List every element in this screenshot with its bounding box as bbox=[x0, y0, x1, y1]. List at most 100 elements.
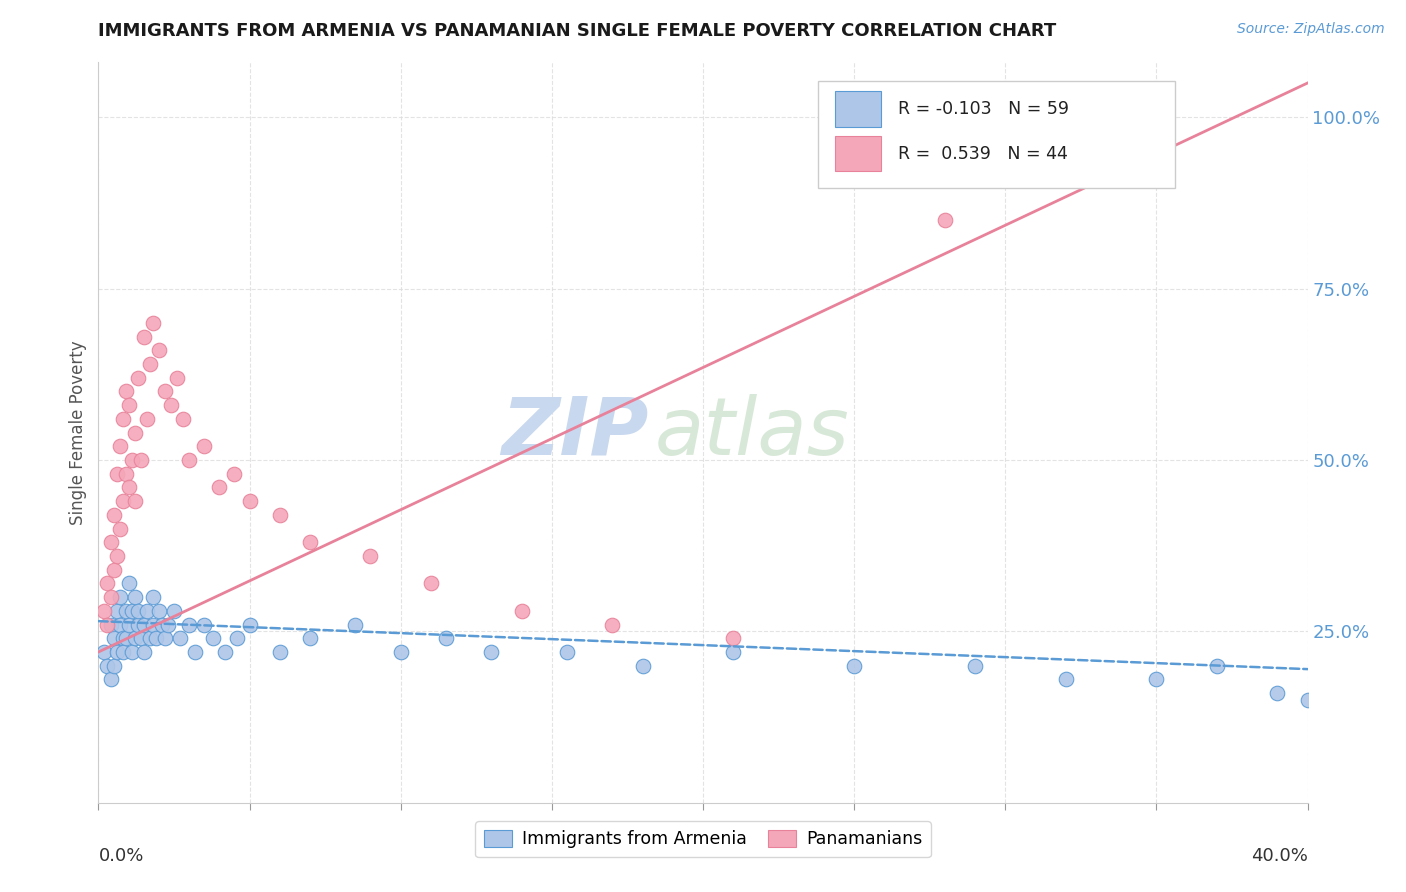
Point bbox=[434, 632, 457, 646]
Point bbox=[965, 658, 987, 673]
Point bbox=[631, 658, 654, 673]
Point bbox=[153, 384, 176, 399]
Point bbox=[139, 357, 162, 371]
Point bbox=[127, 617, 149, 632]
Text: R =  0.539   N = 44: R = 0.539 N = 44 bbox=[897, 145, 1067, 162]
Point bbox=[1296, 693, 1319, 707]
Point bbox=[93, 645, 115, 659]
Point bbox=[602, 617, 624, 632]
Point bbox=[142, 617, 165, 632]
Point bbox=[129, 453, 152, 467]
Point bbox=[124, 590, 146, 604]
Point bbox=[184, 645, 207, 659]
Point bbox=[208, 480, 231, 494]
Point bbox=[118, 480, 141, 494]
Point bbox=[121, 453, 143, 467]
Point bbox=[121, 604, 143, 618]
Point bbox=[389, 645, 412, 659]
Point bbox=[179, 617, 201, 632]
Point bbox=[193, 617, 215, 632]
Point bbox=[100, 535, 122, 549]
Point bbox=[145, 632, 167, 646]
Point bbox=[226, 632, 249, 646]
Point bbox=[269, 508, 291, 522]
Point bbox=[118, 398, 141, 412]
Text: atlas: atlas bbox=[655, 393, 849, 472]
Point bbox=[114, 467, 136, 481]
Point bbox=[124, 494, 146, 508]
Point bbox=[96, 658, 118, 673]
Point bbox=[934, 213, 956, 227]
Point bbox=[142, 316, 165, 330]
Bar bbox=[835, 136, 880, 171]
Point bbox=[269, 645, 291, 659]
Point bbox=[202, 632, 225, 646]
Point bbox=[299, 632, 322, 646]
Point bbox=[142, 590, 165, 604]
Point bbox=[299, 535, 322, 549]
Point bbox=[114, 604, 136, 618]
Point bbox=[360, 549, 382, 563]
Point bbox=[105, 604, 128, 618]
Y-axis label: Single Female Poverty: Single Female Poverty bbox=[69, 341, 87, 524]
Point bbox=[481, 645, 503, 659]
Text: ZIP: ZIP bbox=[501, 393, 648, 472]
Point bbox=[139, 632, 162, 646]
Point bbox=[224, 467, 246, 481]
Point bbox=[100, 590, 122, 604]
Point bbox=[105, 549, 128, 563]
Point bbox=[105, 467, 128, 481]
Text: 40.0%: 40.0% bbox=[1251, 847, 1308, 865]
Point bbox=[156, 617, 179, 632]
Point bbox=[844, 658, 866, 673]
Point bbox=[103, 563, 125, 577]
Point bbox=[135, 604, 157, 618]
Point bbox=[1206, 658, 1229, 673]
Point bbox=[100, 673, 122, 687]
Point bbox=[111, 494, 134, 508]
Point bbox=[723, 632, 745, 646]
Bar bbox=[835, 91, 880, 127]
Point bbox=[148, 604, 170, 618]
Point bbox=[108, 617, 131, 632]
Point bbox=[160, 398, 183, 412]
Point bbox=[93, 604, 115, 618]
Point bbox=[510, 604, 533, 618]
Point bbox=[111, 645, 134, 659]
Point bbox=[105, 645, 128, 659]
Point bbox=[127, 371, 149, 385]
Point bbox=[129, 632, 152, 646]
Point bbox=[1054, 673, 1077, 687]
Point bbox=[132, 617, 155, 632]
Legend: Immigrants from Armenia, Panamanians: Immigrants from Armenia, Panamanians bbox=[475, 822, 931, 857]
Point bbox=[555, 645, 578, 659]
Point bbox=[172, 412, 194, 426]
Point bbox=[118, 576, 141, 591]
Point bbox=[127, 604, 149, 618]
Point bbox=[114, 632, 136, 646]
Point bbox=[124, 425, 146, 440]
Point bbox=[103, 658, 125, 673]
Point bbox=[1267, 686, 1289, 700]
Point bbox=[148, 343, 170, 358]
Point bbox=[103, 632, 125, 646]
Point bbox=[114, 384, 136, 399]
Point bbox=[96, 617, 118, 632]
Point bbox=[344, 617, 367, 632]
Point bbox=[108, 522, 131, 536]
Text: IMMIGRANTS FROM ARMENIA VS PANAMANIAN SINGLE FEMALE POVERTY CORRELATION CHART: IMMIGRANTS FROM ARMENIA VS PANAMANIAN SI… bbox=[98, 22, 1057, 40]
Point bbox=[723, 645, 745, 659]
Point bbox=[108, 439, 131, 453]
Point bbox=[111, 412, 134, 426]
Point bbox=[132, 645, 155, 659]
Point bbox=[111, 632, 134, 646]
Point bbox=[150, 617, 173, 632]
Point bbox=[239, 494, 262, 508]
Point bbox=[214, 645, 236, 659]
Point bbox=[153, 632, 176, 646]
Point bbox=[135, 412, 157, 426]
Text: Source: ZipAtlas.com: Source: ZipAtlas.com bbox=[1237, 22, 1385, 37]
Point bbox=[108, 590, 131, 604]
Point bbox=[118, 617, 141, 632]
Point bbox=[96, 576, 118, 591]
